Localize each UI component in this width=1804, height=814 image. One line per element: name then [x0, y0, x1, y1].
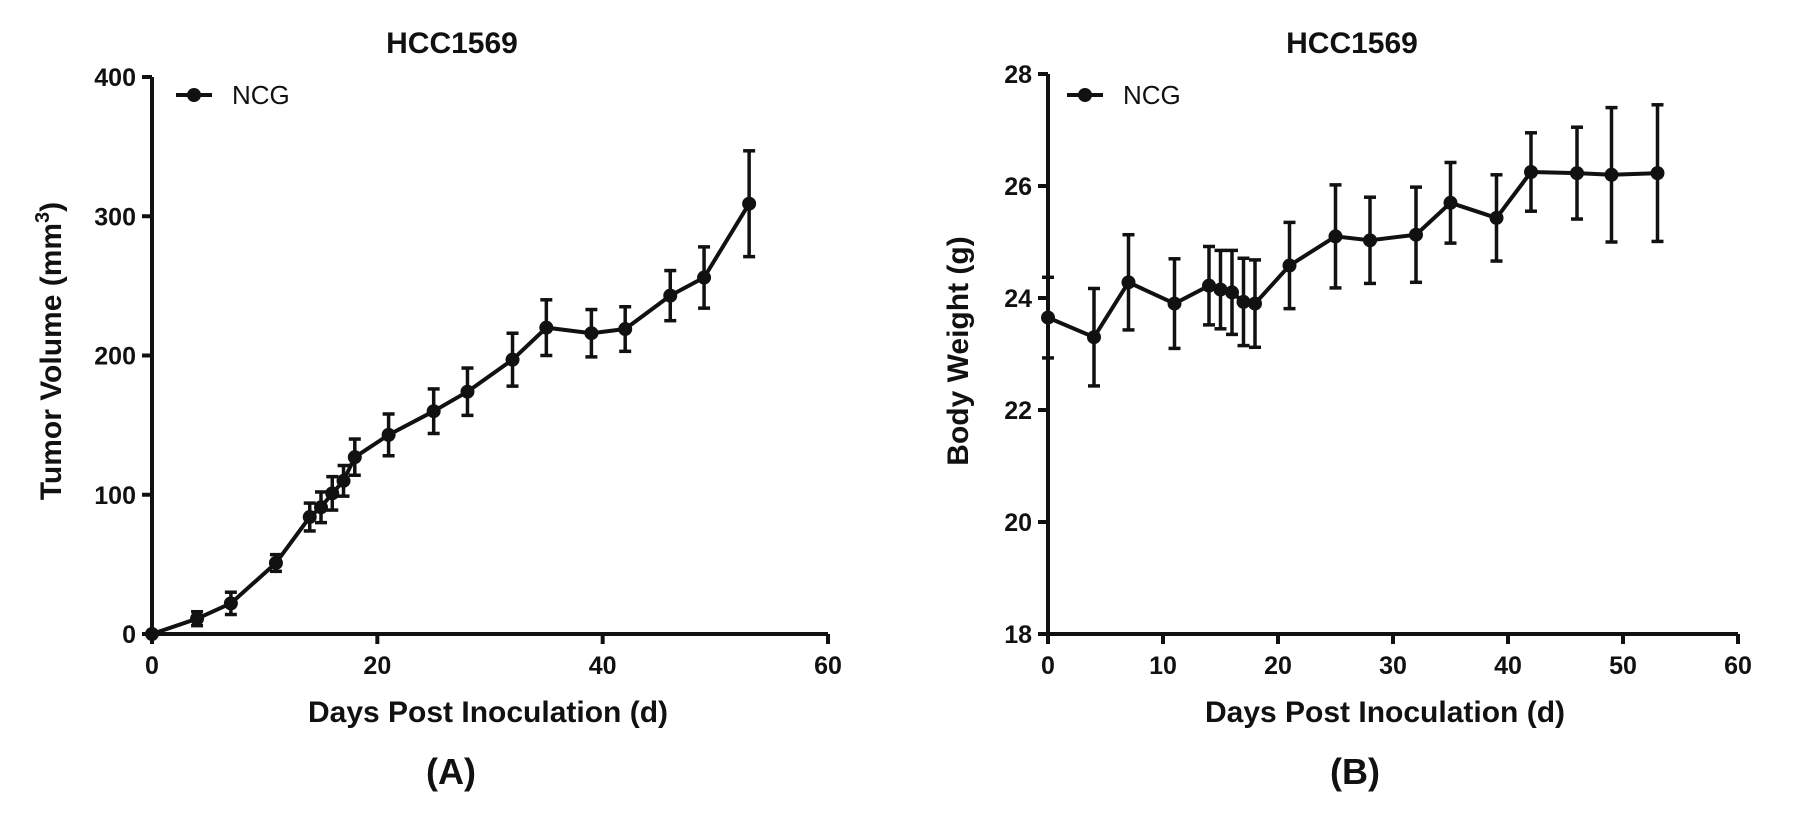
- panel-a-data-point: [325, 486, 340, 501]
- panel-a-data-point: [314, 500, 328, 515]
- panel-b-data-point: [1604, 167, 1619, 182]
- panel-a-data-point: [618, 322, 633, 337]
- panel-b-x-tick-label: 50: [1609, 652, 1637, 680]
- panel-a-y-tick-label: 300: [94, 203, 136, 231]
- panel-b-data-point: [1202, 278, 1216, 293]
- panel-a-data-point: [223, 596, 238, 611]
- panel-b-y-axis-label: Body Weight (g): [942, 236, 975, 465]
- panel-a-data-point: [302, 510, 317, 525]
- panel-b-data-point: [1409, 227, 1423, 242]
- panel-a-x-tick-label: 20: [363, 652, 391, 680]
- panel-a-y-tick-label: 100: [94, 482, 136, 510]
- panel-b-legend: NCG: [1067, 80, 1181, 110]
- panel-a-y-tick-label: 400: [94, 64, 136, 92]
- panel-b-data-point: [1248, 296, 1262, 311]
- panel-a-x-tick-label: 0: [145, 652, 159, 680]
- panel-a-data-point: [460, 384, 475, 399]
- panel-a-x-tick-label: 60: [814, 652, 842, 680]
- panel-b-y-tick-label: 22: [1004, 397, 1032, 425]
- panel-a-legend: NCG: [176, 80, 290, 110]
- panel-a-data-point: [381, 427, 396, 442]
- panel-b-data-point: [1121, 275, 1136, 290]
- panel-a-data-point: [742, 196, 757, 211]
- panel-b-data-point: [1363, 233, 1377, 248]
- panel-b: HCC1569 Days Post Inoculation (d) Body W…: [942, 27, 1752, 792]
- panel-a-data-point: [584, 326, 599, 341]
- panel-b-data-point: [1650, 166, 1665, 181]
- panel-a-title: HCC1569: [386, 27, 518, 60]
- panel-b-y-tick-label: 24: [1004, 285, 1032, 313]
- panel-a-y-axis-label: Tumor Volume (mm3): [32, 202, 68, 500]
- panel-a-series-line: [151, 202, 751, 636]
- panel-b-data-point: [1489, 210, 1504, 225]
- panel-a-y-axis-label-suffix: ): [35, 202, 68, 212]
- panel-b-series-line: [1047, 170, 1658, 340]
- panel-a-plot-area: 0 100 200 300 400 0 20 40 60 NCG: [94, 64, 842, 680]
- panel-a-y-axis-label-superscript: 3: [32, 212, 54, 223]
- panel-b-x-axis-label: Days Post Inoculation (d): [1205, 696, 1565, 729]
- panel-b-x-tick-label: 20: [1264, 652, 1292, 680]
- panel-a-data-point: [268, 555, 283, 570]
- panel-b-title: HCC1569: [1286, 27, 1418, 60]
- panel-b-x-tick-label: 60: [1724, 652, 1752, 680]
- panel-b-plot-area: 18 20 22 24 26 28 0 10 20 30 40 50 60 NCG: [1004, 61, 1752, 680]
- panel-a-data-point: [426, 404, 441, 419]
- panel-a-data-point: [145, 627, 159, 641]
- panel-a-x-axis-label: Days Post Inoculation (d): [308, 696, 668, 729]
- panel-b-data-point: [1570, 166, 1584, 181]
- panel-b-data-point: [1328, 229, 1343, 244]
- panel-a-data-point: [505, 352, 520, 367]
- panel-a-legend-label: NCG: [232, 80, 290, 110]
- panel-a-x-tick-label: 40: [589, 652, 617, 680]
- panel-a-y-axis-label-main: Tumor Volume (mm: [35, 223, 68, 500]
- panel-a-y-tick-label: 0: [122, 621, 136, 649]
- panel-a: HCC1569 Days Post Inoculation (d) Tumor …: [32, 27, 842, 792]
- panel-a-y-tick-label: 200: [94, 343, 136, 371]
- panel-b-legend-label: NCG: [1123, 80, 1181, 110]
- panel-a-label: (A): [426, 751, 476, 792]
- panel-a-data-point: [663, 288, 678, 303]
- panel-b-data-point: [1167, 296, 1182, 311]
- panel-a-data-point: [347, 450, 362, 465]
- panel-b-y-tick-label: 26: [1004, 173, 1032, 201]
- panel-b-data-point: [1087, 330, 1101, 345]
- panel-b-x-tick-label: 40: [1494, 652, 1522, 680]
- panel-a-data-point: [336, 473, 351, 488]
- panel-b-data-point: [1225, 285, 1239, 300]
- panel-b-x-tick-label: 10: [1149, 652, 1177, 680]
- panel-a-legend-marker: [187, 88, 201, 102]
- panel-b-y-tick-label: 28: [1004, 61, 1032, 89]
- panel-b-y-tick-label: 18: [1004, 621, 1032, 649]
- panel-b-legend-marker: [1078, 88, 1092, 102]
- panel-a-data-point: [539, 320, 554, 335]
- panel-b-label: (B): [1330, 751, 1380, 792]
- panel-a-data-point: [190, 611, 205, 626]
- panel-b-data-point: [1524, 165, 1538, 179]
- panel-b-data-point: [1443, 195, 1458, 210]
- panel-b-data-point: [1282, 258, 1297, 273]
- panel-b-data-point: [1041, 310, 1055, 325]
- panel-b-x-tick-label: 30: [1379, 652, 1407, 680]
- panel-b-x-tick-label: 0: [1041, 652, 1055, 680]
- panel-b-y-tick-label: 20: [1004, 509, 1032, 537]
- panel-a-data-point: [697, 270, 712, 285]
- panel-b-data-point: [1236, 294, 1251, 309]
- panel-b-data-point: [1213, 282, 1228, 297]
